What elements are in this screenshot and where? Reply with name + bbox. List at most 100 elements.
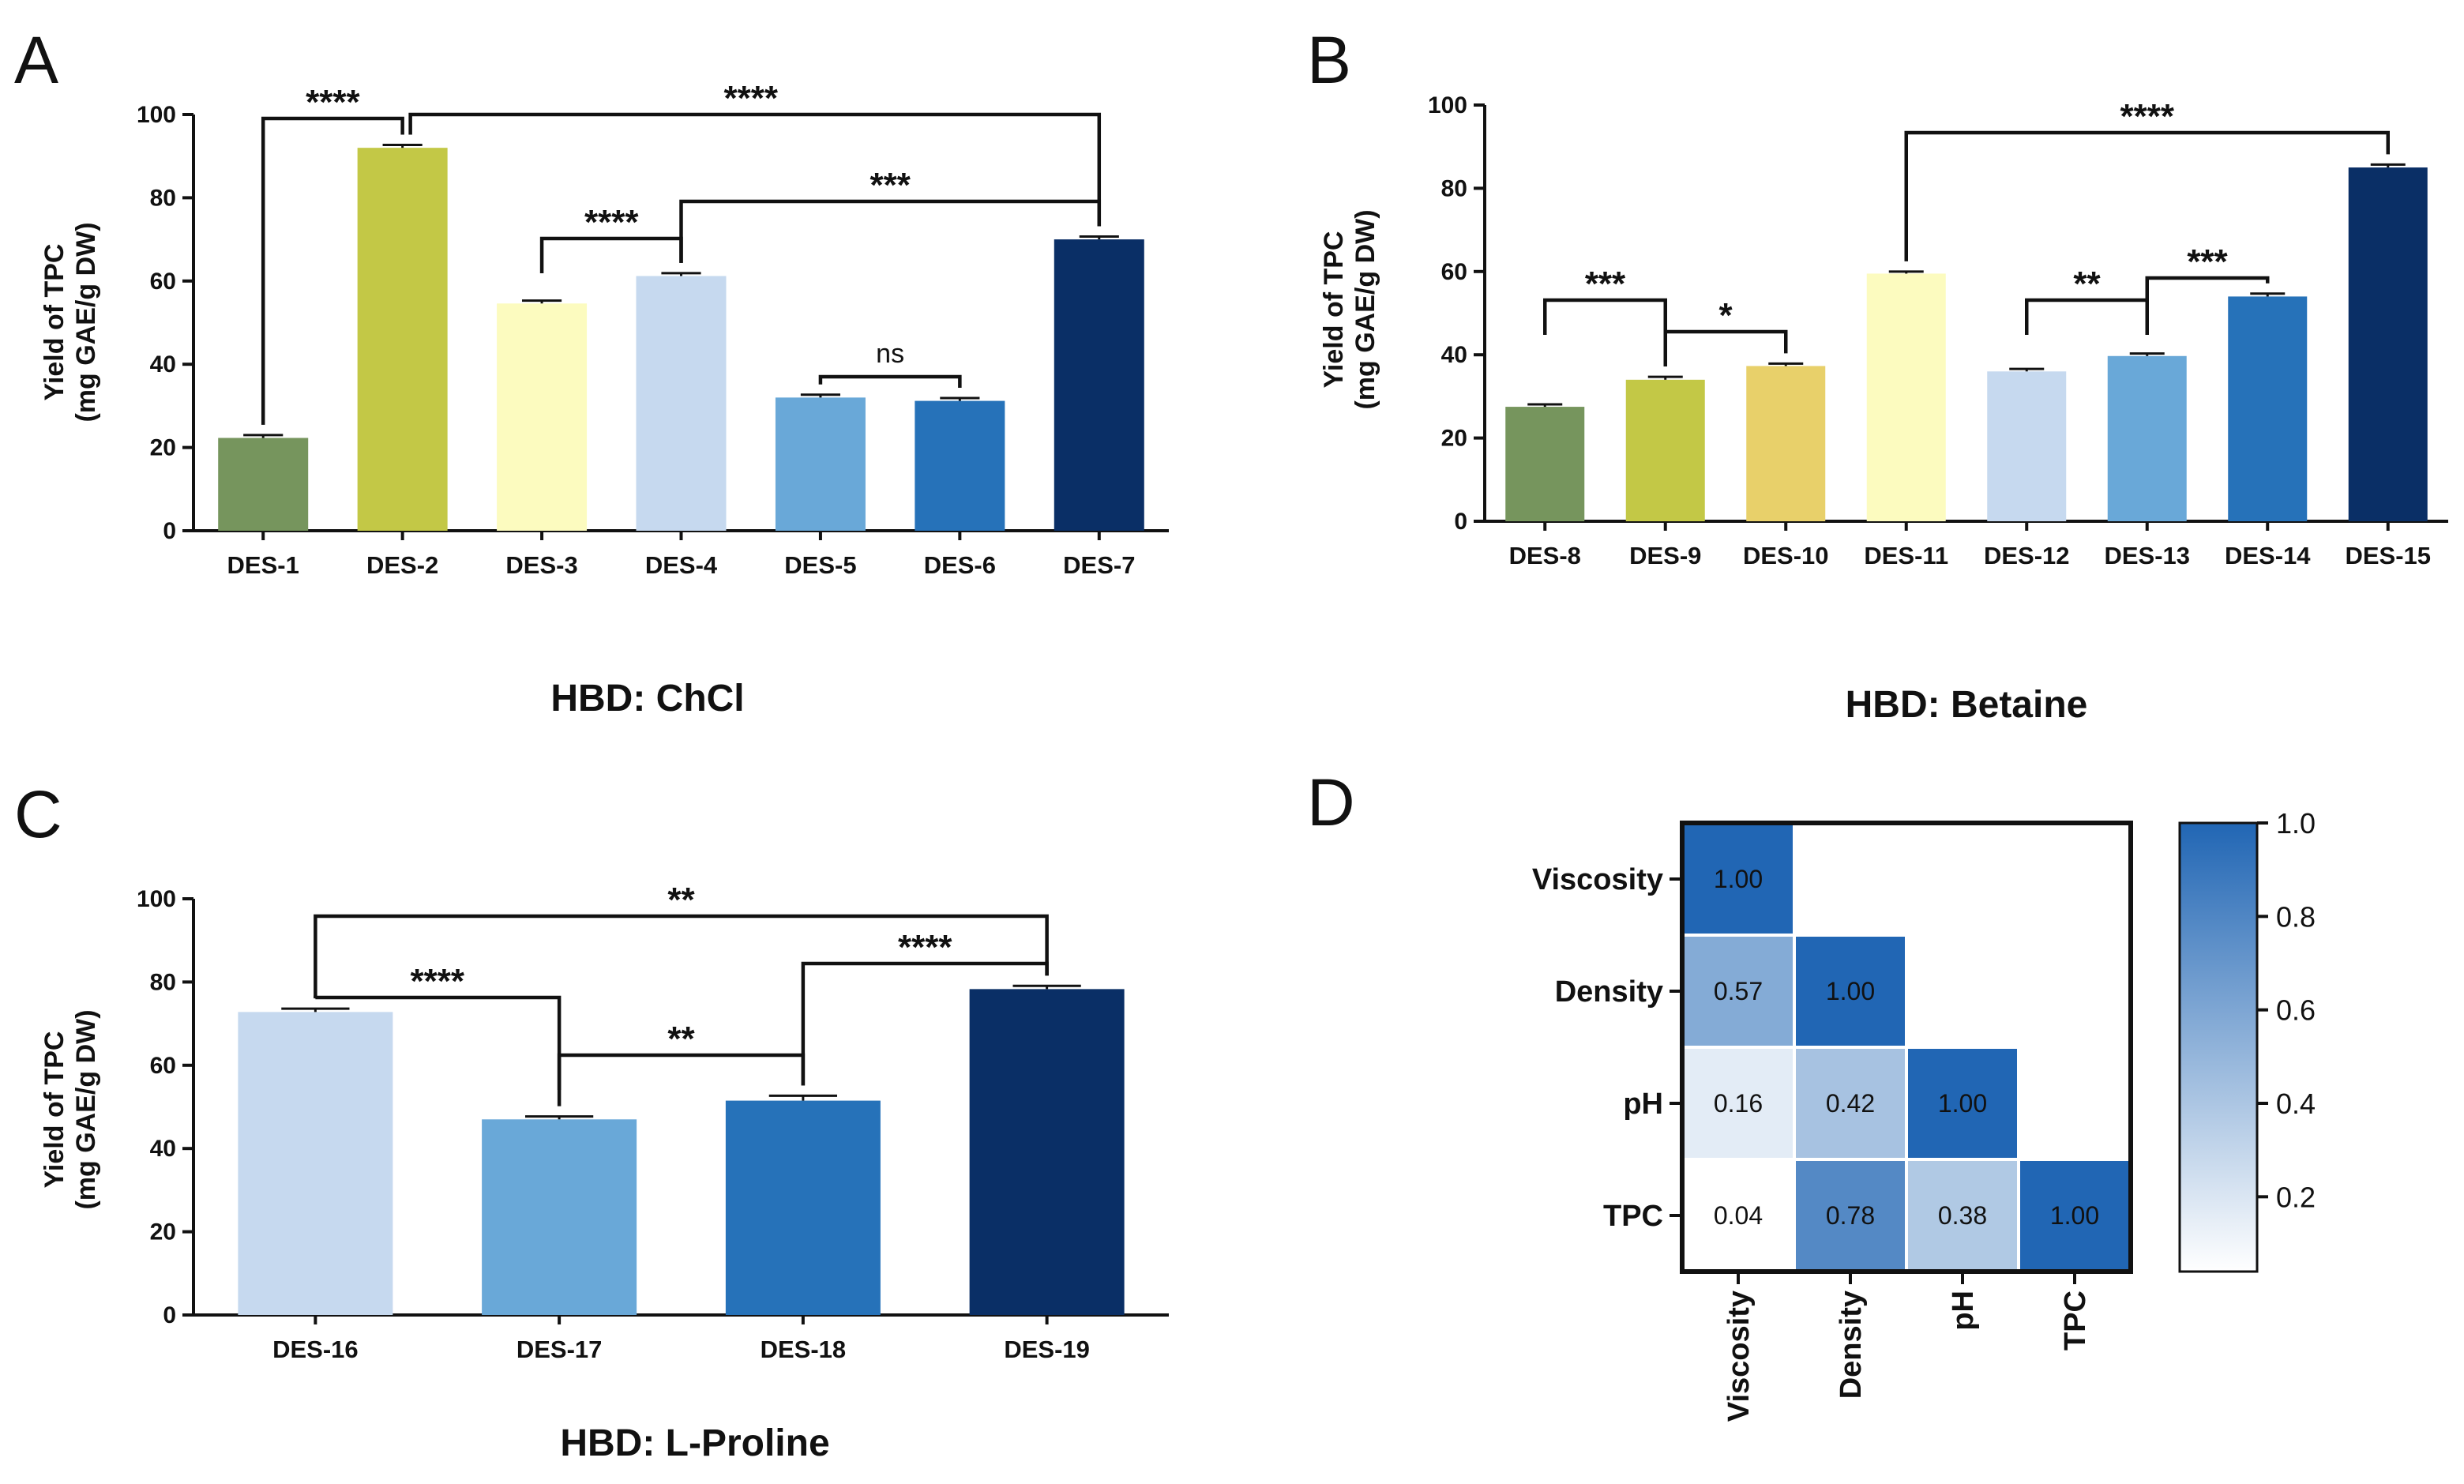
heatmap-cell-value: 0.04	[1714, 1201, 1763, 1230]
bar	[218, 438, 309, 531]
x-tick-label: DES-11	[1864, 542, 1948, 569]
x-tick-label: DES-9	[1629, 542, 1701, 569]
colorbar-tick-label: 0.6	[2276, 994, 2316, 1027]
y-tick-label: 80	[150, 185, 176, 211]
significance-label: **	[2073, 265, 2101, 303]
y-axis-title: Yield of TPC (mg GAE/g DW)	[1319, 209, 1380, 409]
significance-bracket	[314, 914, 1049, 998]
y-tick-label: 40	[1441, 342, 1467, 368]
significance-label: ***	[1585, 265, 1626, 303]
significance-label: ***	[870, 166, 911, 205]
bar-chart-b: 0 20 40 60 80 100 Yield of TPC (mg GAE/g DW) DES…	[1319, 92, 2448, 569]
y-tick-label: 0	[1454, 509, 1467, 535]
y-tick-label: 80	[1441, 175, 1467, 201]
bar-chart-c: 0 20 40 60 80 100 Yield of TPC (mg GAE/g DW) DES…	[39, 881, 1169, 1363]
bar	[1746, 366, 1826, 521]
y-tick-label: 60	[150, 269, 176, 295]
heatmap-cell-value: 1.00	[2050, 1201, 2099, 1230]
significance-bracket	[539, 236, 683, 273]
heatmap-cell-value: 0.78	[1826, 1201, 1875, 1230]
heatmap-cell-value: 0.16	[1714, 1089, 1763, 1118]
heatmap-cell-value: 0.42	[1826, 1089, 1875, 1118]
y-tick-label: 20	[1441, 426, 1467, 452]
x-tick-label: DES-7	[1063, 551, 1135, 579]
x-tick-label: DES-19	[1004, 1336, 1090, 1363]
significance-bracket	[801, 961, 1049, 1086]
x-tick-label: DES-1	[227, 551, 299, 579]
x-tick-label: DES-18	[761, 1336, 847, 1363]
significance-bracket	[679, 199, 1102, 263]
significance-label: **	[667, 881, 695, 919]
y-axis-title-line1: Yield of TPC	[39, 244, 69, 401]
bar	[915, 400, 1005, 531]
significance-bracket	[408, 112, 1102, 227]
colorbar-tick-label: 0.4	[2276, 1088, 2316, 1120]
bar	[1054, 239, 1144, 531]
bar	[2107, 355, 2187, 521]
heatmap-row-label: Density	[1555, 975, 1663, 1009]
caption-c: HBD: L-Proline	[560, 1422, 829, 1464]
y-axis-title-line2: (mg GAE/g DW)	[71, 1009, 101, 1209]
heatmap-row-label: Viscosity	[1532, 863, 1663, 896]
significance-label: ****	[2120, 97, 2175, 136]
y-axis-title-line1: Yield of TPC	[39, 1031, 69, 1189]
significance-bracket	[2025, 298, 2149, 335]
bar	[357, 148, 448, 531]
significance-label: ***	[2187, 242, 2228, 281]
y-axis-title-line2: (mg GAE/g DW)	[71, 222, 101, 422]
y-tick-label: 60	[1441, 259, 1467, 285]
significance-bracket	[1543, 298, 1667, 335]
significance-label: ****	[306, 83, 360, 122]
significance-label: ****	[411, 962, 465, 1001]
x-tick-label: DES-6	[924, 551, 996, 579]
bar	[238, 1012, 393, 1315]
heatmap-cell	[1793, 934, 1908, 1049]
y-tick-label: 20	[150, 435, 176, 461]
caption-a: HBD: ChCl	[550, 678, 744, 719]
y-tick-label: 100	[137, 102, 176, 128]
heatmap-cell-value: 1.00	[1826, 977, 1875, 1005]
bar	[1505, 407, 1585, 521]
x-tick-label: DES-10	[1743, 542, 1829, 569]
significance-bracket	[2145, 276, 2270, 313]
colorbar-tick-label: 0.8	[2276, 900, 2316, 933]
y-tick-label: 0	[163, 518, 176, 544]
bar	[482, 1119, 637, 1315]
x-tick-label: DES-4	[645, 551, 718, 579]
y-axis-title: Yield of TPC (mg GAE/g DW)	[39, 222, 101, 422]
y-tick-label: 40	[150, 351, 176, 378]
heatmap-col-label: Density	[1835, 1291, 1868, 1399]
caption-b: HBD: Betaine	[1846, 684, 2088, 726]
y-axis-title: Yield of TPC (mg GAE/g DW)	[39, 1009, 101, 1209]
y-tick-label: 20	[150, 1219, 176, 1245]
heatmap-col-label: TPC	[2059, 1291, 2092, 1351]
significance-label: ns	[876, 339, 904, 369]
heatmap-cell	[1793, 1158, 1908, 1273]
bar	[636, 276, 727, 531]
heatmap-col-label: pH	[1947, 1291, 1980, 1331]
bar	[2228, 296, 2308, 521]
significance-bracket	[1663, 329, 1788, 366]
significance-label: ****	[723, 79, 778, 118]
significance-bracket	[557, 1053, 806, 1090]
heatmap-cell-value: 1.00	[1938, 1089, 1987, 1118]
y-axis-title-line2: (mg GAE/g DW)	[1350, 209, 1380, 409]
significance-bracket	[818, 374, 962, 388]
heatmap-cell-value: 0.38	[1938, 1201, 1987, 1230]
bar	[775, 397, 866, 531]
significance-bracket	[1904, 130, 2390, 261]
bar	[1987, 371, 2067, 521]
x-tick-label: DES-17	[516, 1336, 603, 1363]
colorbar	[2178, 821, 2259, 1273]
colorbar-tick-label: 0.2	[2276, 1181, 2316, 1213]
bar-chart-a: 0 20 40 60 80 100 Yield of TPC (mg GAE/g DW) DES…	[39, 79, 1169, 579]
x-tick-label: DES-12	[1984, 542, 2070, 569]
y-tick-label: 100	[137, 886, 176, 912]
x-tick-label: DES-5	[784, 551, 856, 579]
bar	[1866, 273, 1946, 521]
x-tick-label: DES-14	[2225, 542, 2311, 569]
bar	[2348, 167, 2428, 522]
x-tick-label: DES-8	[1509, 542, 1581, 569]
heatmap-cell	[1905, 1158, 2020, 1273]
significance-label: ****	[898, 928, 952, 967]
